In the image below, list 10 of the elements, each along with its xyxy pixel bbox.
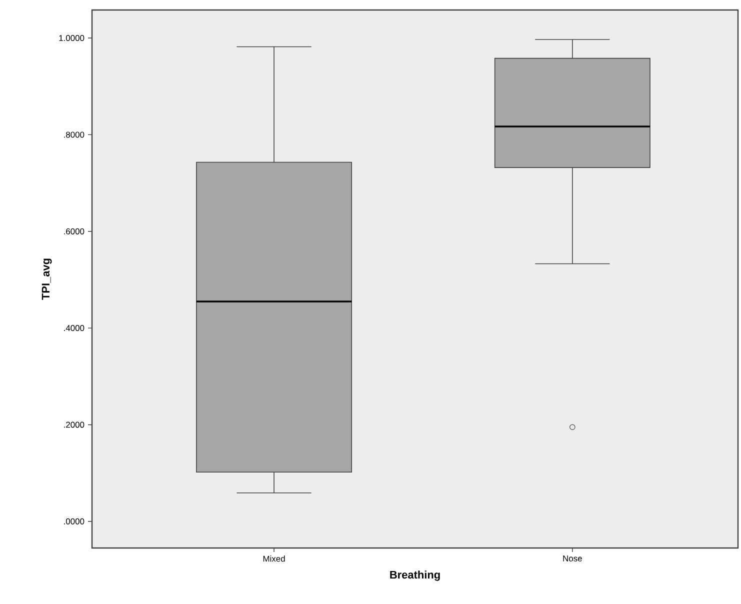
x-tick-label: Nose — [563, 556, 582, 562]
y-tick-label: .6000 — [64, 228, 84, 234]
x-axis-title: Breathing — [390, 570, 440, 581]
y-tick-label: .4000 — [64, 325, 84, 332]
y-tick-label: 1.0000 — [59, 35, 84, 42]
y-tick-label: .2000 — [64, 422, 84, 428]
y-axis-title: TPI_avg — [42, 258, 52, 300]
y-tick-label: .0000 — [64, 518, 84, 524]
x-tick-label: Mixed — [263, 556, 285, 562]
y-tick-label: .8000 — [64, 132, 84, 138]
